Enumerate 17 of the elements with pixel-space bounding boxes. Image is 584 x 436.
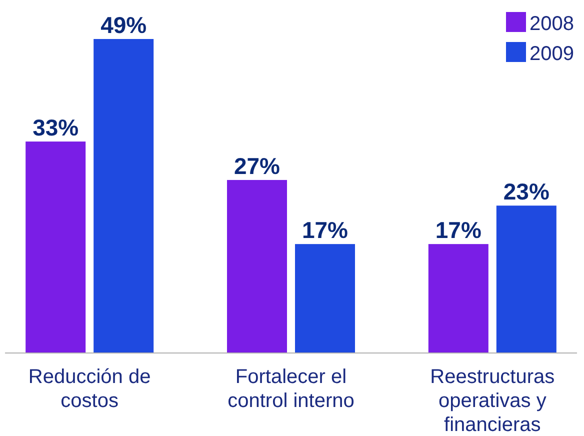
bar (227, 180, 287, 353)
x-tick-label: Reducción de costos (28, 366, 151, 412)
bar (94, 39, 154, 353)
data-label: 23% (503, 178, 550, 205)
data-label: 17% (435, 217, 482, 244)
bar (428, 244, 488, 353)
x-tick-label: Reestructuras operativas y financieras (430, 366, 555, 436)
data-label: 27% (234, 152, 280, 179)
bar (295, 244, 355, 353)
data-label: 33% (32, 114, 79, 141)
legend-label: 2008 (530, 13, 574, 35)
data-label: 49% (100, 12, 147, 38)
bar (26, 142, 86, 353)
legend-label: 2009 (530, 43, 574, 65)
data-label: 17% (302, 217, 348, 244)
x-tick-label: Fortalecer el control interno (228, 366, 354, 412)
bar (496, 206, 556, 353)
